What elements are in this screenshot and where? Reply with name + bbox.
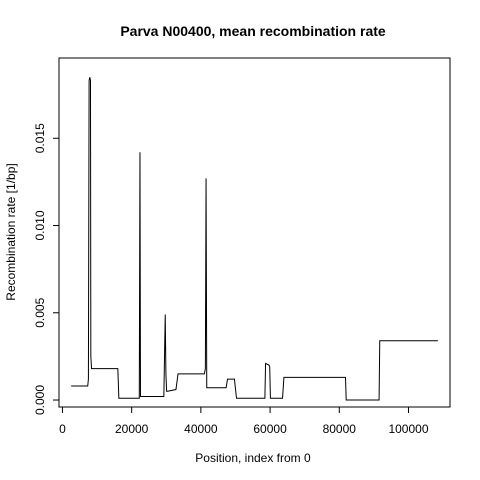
x-tick-label: 100000 <box>388 422 428 436</box>
y-tick-label: 0.010 <box>33 210 47 240</box>
x-axis: 0 20000 40000 60000 80000 100000 <box>59 406 429 436</box>
y-axis: 0.000 0.005 0.010 0.015 <box>33 123 60 415</box>
x-tick-label: 40000 <box>184 422 218 436</box>
x-tick-label: 80000 <box>323 422 357 436</box>
plot-frame <box>58 57 451 408</box>
y-tick-label: 0.005 <box>33 297 47 327</box>
x-tick-label: 0 <box>59 422 66 436</box>
x-tick-label: 20000 <box>115 422 149 436</box>
y-tick-label: 0.015 <box>33 123 47 153</box>
x-axis-label: Position, index from 0 <box>195 451 311 465</box>
chart-title: Parva N00400, mean recombination rate <box>120 23 386 39</box>
series-line <box>71 77 438 401</box>
x-tick-label: 60000 <box>253 422 287 436</box>
y-axis-label: Recombination rate [1/bp] <box>4 163 18 300</box>
y-tick-label: 0.000 <box>33 385 47 415</box>
